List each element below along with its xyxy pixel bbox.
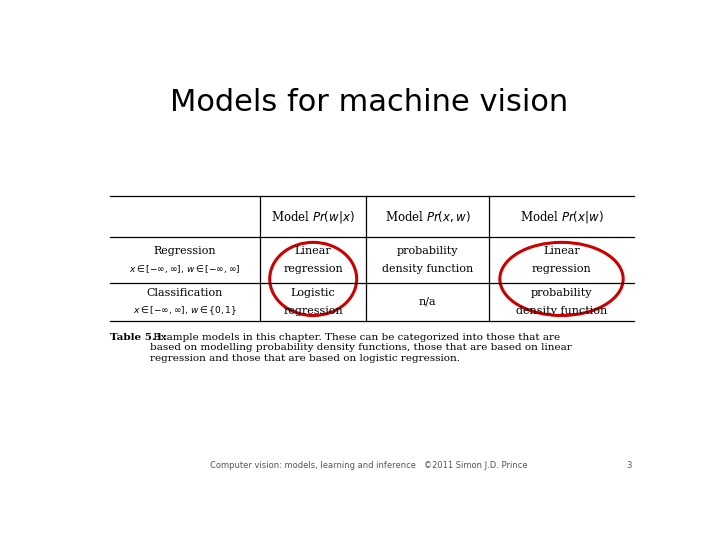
Text: probability: probability (397, 246, 459, 256)
Text: Model $Pr(x|w)$: Model $Pr(x|w)$ (520, 208, 603, 225)
Text: $x \in [-\infty, \infty],\, w \in [-\infty, \infty]$: $x \in [-\infty, \infty],\, w \in [-\inf… (129, 264, 240, 275)
Text: Regression: Regression (153, 246, 216, 256)
Text: regression: regression (284, 265, 343, 274)
Text: Table 5.1:: Table 5.1: (109, 333, 166, 342)
Text: density function: density function (516, 306, 607, 316)
Text: Model $Pr(w|x)$: Model $Pr(w|x)$ (271, 208, 355, 225)
Text: Computer vision: models, learning and inference   ©2011 Simon J.D. Prince: Computer vision: models, learning and in… (210, 461, 528, 470)
Text: Model $Pr(x, w)$: Model $Pr(x, w)$ (384, 209, 470, 224)
Text: Example models in this chapter. These can be categorized into those that are
bas: Example models in this chapter. These ca… (150, 333, 572, 363)
Text: Classification: Classification (147, 288, 223, 298)
Text: $x \in [-\infty, \infty],\, w \in \{0, 1\}$: $x \in [-\infty, \infty],\, w \in \{0, 1… (132, 305, 237, 318)
Text: Models for machine vision: Models for machine vision (170, 87, 568, 117)
Text: n/a: n/a (419, 297, 436, 307)
Text: Logistic: Logistic (291, 288, 336, 298)
Text: regression: regression (531, 265, 591, 274)
Text: Linear: Linear (543, 246, 580, 256)
Text: Linear: Linear (294, 246, 332, 256)
Text: density function: density function (382, 265, 473, 274)
Text: regression: regression (284, 306, 343, 316)
Text: 3: 3 (626, 461, 631, 470)
Text: probability: probability (531, 288, 593, 298)
